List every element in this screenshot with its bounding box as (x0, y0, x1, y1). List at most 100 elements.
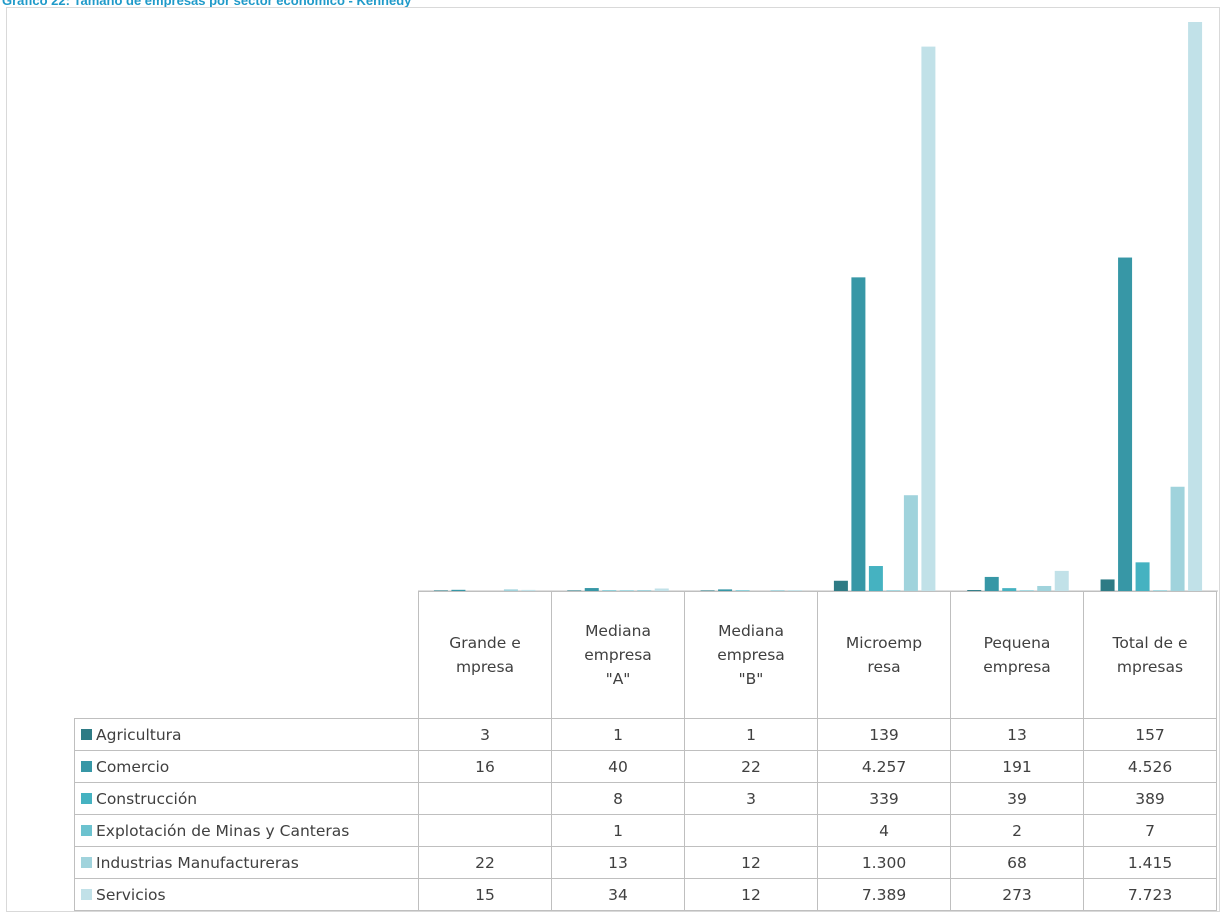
data-label: 7.723 (1083, 878, 1217, 911)
bar (1153, 590, 1168, 591)
data-label: 13 (950, 718, 1084, 751)
bar (619, 590, 634, 591)
legend-entry: Construcción (74, 782, 419, 815)
bar (770, 590, 785, 591)
legend-key-icon (81, 856, 92, 868)
bar-plot (418, 22, 1218, 592)
legend-label: Agricultura (96, 725, 182, 744)
data-label: 22 (684, 750, 818, 783)
data-label: 339 (817, 782, 951, 815)
data-table-row: Servicios 15 34 12 7.389 273 7.723 (74, 878, 1217, 911)
legend-label: Comercio (96, 757, 170, 776)
bar (1188, 22, 1203, 591)
bar (967, 590, 982, 591)
bar (851, 277, 866, 591)
data-label: 4 (817, 814, 951, 847)
data-label: 1.300 (817, 846, 951, 879)
data-label: 1 (551, 814, 685, 847)
data-label: 40 (551, 750, 685, 783)
legend-label: Servicios (96, 885, 166, 904)
data-label: 12 (684, 846, 818, 879)
legend-key-icon (81, 824, 92, 836)
data-label: 3 (684, 782, 818, 815)
data-table-row: Explotación de Minas y Canteras 1 4 2 7 (74, 814, 1217, 847)
data-label (418, 814, 552, 847)
legend-entry: Servicios (74, 878, 419, 911)
bar (1037, 585, 1052, 591)
category-label: Mediana empresa "A" (551, 591, 685, 719)
data-label: 1 (684, 718, 818, 751)
bar (433, 590, 448, 591)
data-table-header-row: Grande empresa Mediana empresa "A" Media… (74, 591, 1217, 719)
data-label (684, 814, 818, 847)
bar (637, 590, 652, 591)
data-label: 68 (950, 846, 1084, 879)
bar (521, 589, 536, 591)
legend-entry: Comercio (74, 750, 419, 783)
data-label: 39 (950, 782, 1084, 815)
legend-entry: Explotación de Minas y Canteras (74, 814, 419, 847)
data-label: 4.257 (817, 750, 951, 783)
data-label: 34 (551, 878, 685, 911)
data-label: 16 (418, 750, 552, 783)
bar (602, 590, 617, 591)
legend-label: Industrias Manufactureras (96, 853, 299, 872)
data-label: 139 (817, 718, 951, 751)
data-table-row: Comercio 16 40 22 4.257 191 4.526 (74, 750, 1217, 783)
bar (1118, 257, 1133, 591)
bar (833, 580, 848, 591)
bar (921, 46, 936, 592)
bar (451, 589, 466, 591)
bar (984, 576, 999, 591)
legend-entry: Industrias Manufactureras (74, 846, 419, 879)
data-label: 15 (418, 878, 552, 911)
bar (903, 495, 918, 591)
legend-key-icon (81, 760, 92, 772)
bar (567, 590, 582, 591)
bar (788, 590, 803, 591)
bar (735, 590, 750, 591)
bar (868, 566, 883, 591)
legend-entry: Agricultura (74, 718, 419, 751)
bar (584, 588, 599, 591)
legend-label: Explotación de Minas y Canteras (96, 821, 350, 840)
bar (700, 590, 715, 591)
data-label: 1.415 (1083, 846, 1217, 879)
bar (1100, 579, 1115, 591)
data-label: 389 (1083, 782, 1217, 815)
chart-frame (6, 7, 1220, 912)
data-label: 12 (684, 878, 818, 911)
bar (1135, 562, 1150, 591)
data-label: 3 (418, 718, 552, 751)
bar (718, 589, 733, 591)
data-label: 2 (950, 814, 1084, 847)
data-label: 8 (551, 782, 685, 815)
data-table-corner (74, 591, 419, 719)
data-label: 4.526 (1083, 750, 1217, 783)
data-label: 7.389 (817, 878, 951, 911)
category-label: Grande empresa (418, 591, 552, 719)
data-label: 273 (950, 878, 1084, 911)
bar (1019, 590, 1034, 591)
category-label: Pequena empresa (950, 591, 1084, 719)
data-label (418, 782, 552, 815)
bar (503, 589, 518, 591)
chart-title: Gráfico 22: Tamaño de empresas por secto… (2, 0, 412, 8)
legend-key-icon (81, 728, 92, 740)
legend-label: Construcción (96, 789, 198, 808)
bar (654, 588, 669, 591)
bar (1002, 588, 1017, 591)
category-label: Mediana empresa "B" (684, 591, 818, 719)
category-label: Microempresa (817, 591, 951, 719)
data-table-row: Construcción 8 3 339 39 389 (74, 782, 1217, 815)
data-label: 1 (551, 718, 685, 751)
data-label: 13 (551, 846, 685, 879)
data-table-row: Industrias Manufactureras 22 13 12 1.300 68 1.… (74, 846, 1217, 879)
bar (886, 590, 901, 591)
data-label: 157 (1083, 718, 1217, 751)
bar (1054, 570, 1069, 591)
legend-key-icon (81, 888, 92, 900)
data-table: Grande empresa Mediana empresa "A" Media… (74, 591, 1217, 911)
data-label: 22 (418, 846, 552, 879)
data-table-row: Agricultura 3 1 1 139 13 157 (74, 718, 1217, 751)
